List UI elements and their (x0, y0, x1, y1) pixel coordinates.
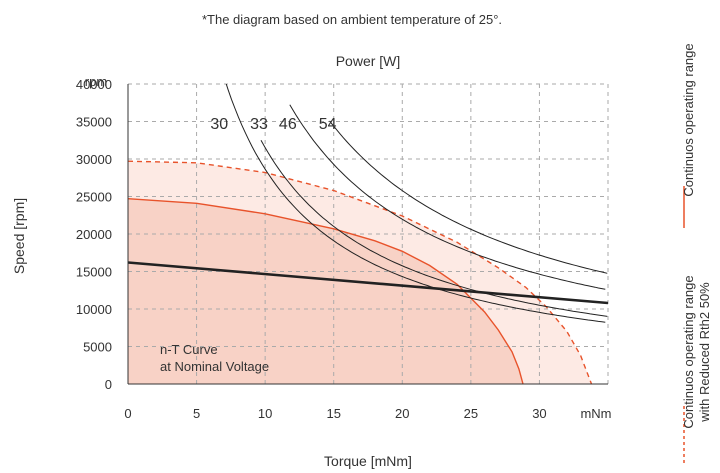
annotation-line2: at Nominal Voltage (160, 359, 269, 374)
reduced-range-line (128, 160, 593, 384)
power-label-30: 30 (210, 116, 228, 133)
x-tick-label: 0 (124, 406, 131, 421)
x-tick-label: 10 (258, 406, 272, 421)
top-axis-label: Power [W] (336, 53, 401, 69)
nt-curve-line (128, 261, 608, 305)
y-tick-label: 20000 (76, 227, 112, 242)
y-tick-label: 25000 (76, 190, 112, 205)
x-tick-label: 15 (326, 406, 340, 421)
y-tick-label: 30000 (76, 152, 112, 167)
power-curve-30 (225, 84, 606, 323)
annotation-line1: n-T Curve (160, 342, 218, 357)
y-tick-label: 15000 (76, 265, 112, 280)
y-tick-label: 5000 (83, 340, 112, 355)
legend-reduced-label-line1: Continuos operating range (681, 275, 696, 428)
power-label-33: 33 (250, 116, 268, 133)
y-tick-label: 0 (105, 377, 112, 392)
power-label-54: 54 (319, 116, 337, 133)
y-unit-tick: rpm (85, 74, 107, 89)
y-tick-label: 40000 (76, 77, 112, 92)
y-tick-label: 35000 (76, 115, 112, 130)
chart-note: *The diagram based on ambient temperatur… (202, 12, 502, 27)
x-tick-label: 20 (395, 406, 409, 421)
x-axis-label: Torque [mNm] (324, 453, 412, 469)
x-unit-tick: mNm (580, 406, 611, 421)
legend-reduced-label-line2: with Reduced Rth2 50% (697, 282, 712, 423)
x-tick-label: 5 (193, 406, 200, 421)
continuous-range-area (128, 198, 523, 384)
power-label-46: 46 (279, 116, 297, 133)
x-tick-label: 25 (464, 406, 478, 421)
continuous-range-line (128, 198, 524, 384)
power-curve-46 (289, 104, 606, 290)
y-tick-label: 10000 (76, 302, 112, 317)
x-tick-label: 30 (532, 406, 546, 421)
legend-continuous-label: Continuos operating range (681, 43, 696, 196)
power-curve-33 (260, 140, 608, 317)
power-curve-54 (329, 120, 608, 274)
y-axis-label: Speed [rpm] (11, 198, 27, 274)
